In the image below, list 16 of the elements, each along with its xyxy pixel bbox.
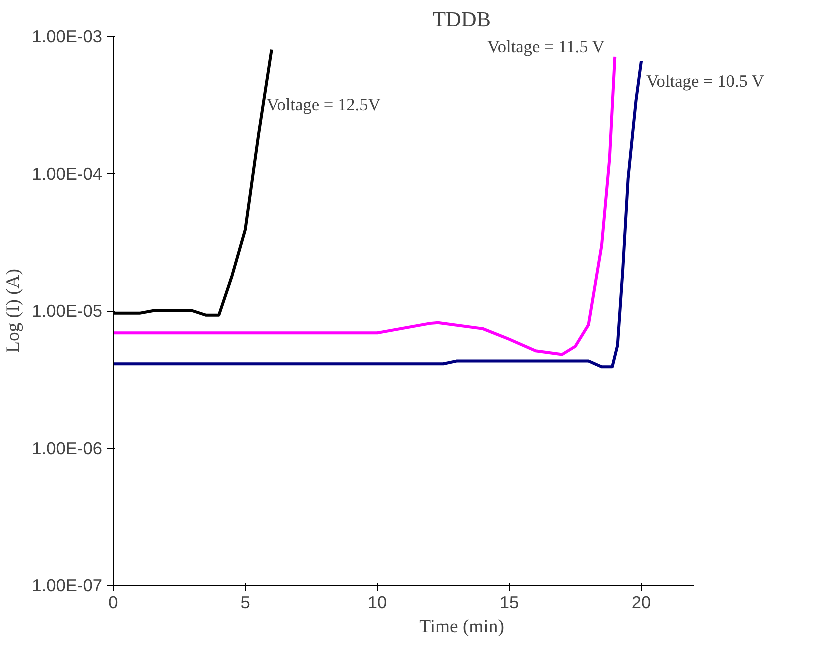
x-tick-label: 20 — [632, 592, 652, 612]
y-tick-label: 1.00E-07 — [32, 576, 102, 596]
chart-title: TDDB — [432, 8, 492, 32]
x-tick-label: 15 — [500, 592, 520, 612]
y-tick-label: 1.00E-04 — [32, 164, 103, 184]
y-tick-label: 1.00E-06 — [32, 438, 102, 458]
annotation: Voltage = 11.5 V — [488, 37, 606, 56]
x-tick-label: 10 — [368, 592, 388, 612]
annotation: Voltage = 10.5 V — [646, 72, 765, 91]
x-tick-label: 0 — [108, 592, 118, 612]
y-tick-label: 1.00E-03 — [32, 26, 102, 46]
y-axis-title: Log (I) (A) — [3, 269, 24, 353]
y-tick-label: 1.00E-05 — [32, 301, 102, 321]
x-tick-label: 5 — [240, 592, 250, 612]
x-axis-title: Time (min) — [420, 616, 504, 638]
annotation: Voltage = 12.5V — [266, 95, 382, 114]
